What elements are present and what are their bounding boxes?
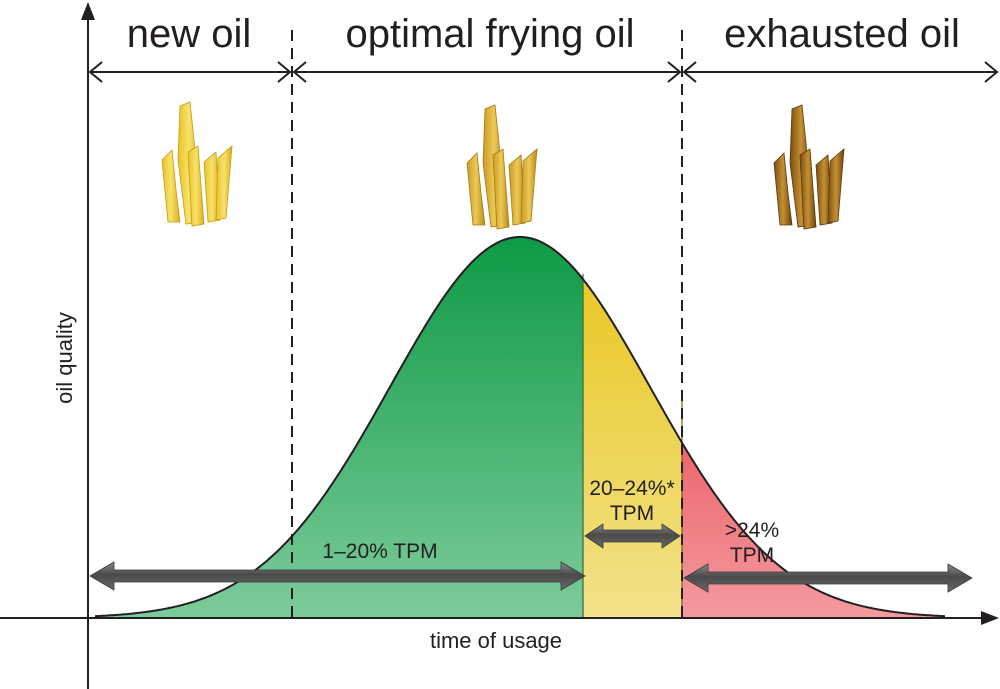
phase-label-optimal: optimal frying oil — [345, 12, 634, 56]
span-arrow-optimal — [292, 61, 682, 83]
range-label-yellow-line2: TPM — [610, 502, 654, 525]
fries-exhausted-icon — [773, 104, 845, 230]
x-axis-label: time of usage — [430, 628, 562, 653]
span-arrow-exhausted — [682, 61, 999, 83]
fries-fresh-icon — [161, 101, 233, 227]
range-label-red-line2: TPM — [730, 544, 774, 567]
range-label-green: 1–20% TPM — [322, 540, 437, 563]
curve-fill-green — [95, 237, 583, 618]
span-arrow-new-oil — [88, 61, 292, 83]
range-arrow-red — [683, 563, 973, 593]
phase-label-exhausted: exhausted oil — [724, 12, 960, 56]
fries-optimal-icon — [466, 104, 538, 230]
range-arrow-yellow — [584, 523, 681, 549]
y-axis-arrowhead — [81, 2, 95, 20]
x-axis-arrowhead — [981, 611, 999, 625]
range-arrow-green — [89, 561, 586, 591]
phase-label-new-oil: new oil — [127, 12, 252, 56]
range-label-yellow-line1: 20–24%* — [589, 477, 674, 500]
range-label-red-line1: >24% — [725, 519, 779, 542]
y-axis-label: oil quality — [52, 312, 77, 404]
